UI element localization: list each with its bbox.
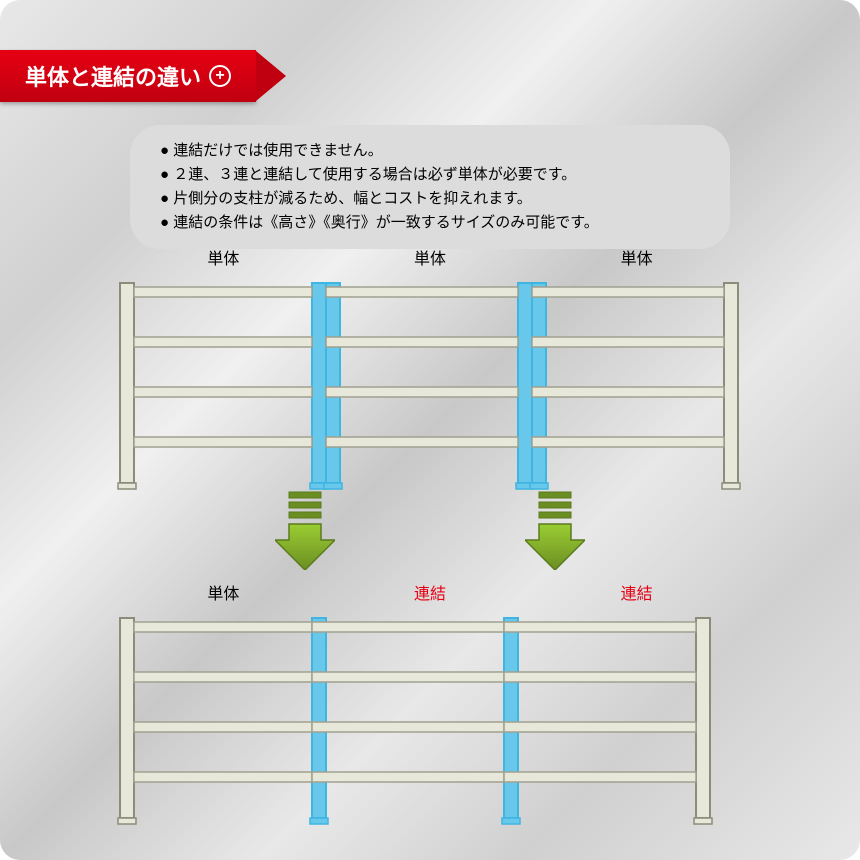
- header-ribbon: 単体と連結の違い +: [0, 50, 286, 102]
- notes-item: 連結だけでは使用できません。: [160, 139, 700, 163]
- upper-label: 単体: [327, 245, 534, 269]
- down-arrow-icon: [525, 490, 585, 570]
- down-arrow-icon: [275, 490, 335, 570]
- notes-item: 片側分の支柱が減るため、幅とコストを抑えれます。: [160, 187, 700, 211]
- lower-label: 連結: [533, 580, 740, 604]
- lower-shelves-svg: [110, 610, 750, 830]
- notes-item: 連結の条件は《高さ》《奥行》が一致するサイズのみ可能です。: [160, 211, 700, 235]
- upper-diagram: 単体 単体 単体: [110, 245, 750, 495]
- ribbon-tail: [256, 51, 286, 101]
- notes-box: 連結だけでは使用できません。 ２連、３連と連結して使用する場合は必ず単体が必要で…: [130, 125, 730, 249]
- header-title: 単体と連結の違い: [25, 60, 201, 92]
- notes-item: ２連、３連と連結して使用する場合は必ず単体が必要です。: [160, 163, 700, 187]
- upper-label: 単体: [533, 245, 740, 269]
- upper-shelves-svg: [110, 275, 750, 495]
- lower-label: 単体: [120, 580, 327, 604]
- lower-label: 連結: [327, 580, 534, 604]
- lower-diagram: 単体 連結 連結: [110, 580, 750, 830]
- upper-label: 単体: [120, 245, 327, 269]
- plus-icon: +: [209, 65, 231, 87]
- arrows-row: [275, 490, 585, 570]
- infographic-frame: 単体と連結の違い + 連結だけでは使用できません。 ２連、３連と連結して使用する…: [0, 0, 860, 860]
